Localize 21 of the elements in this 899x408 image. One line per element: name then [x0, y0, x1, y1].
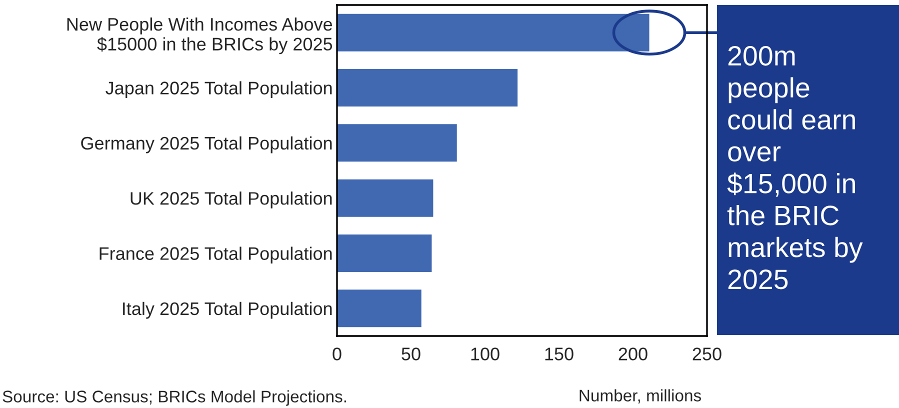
x-tick-label: 250: [692, 348, 722, 360]
y-tick-label: Germany 2025 Total Population: [81, 136, 332, 154]
x-tick-label: 200: [618, 348, 648, 360]
y-tick-label: Italy 2025 Total Population: [123, 302, 332, 319]
source-note: Source: US Census; BRICs Model Projections.: [2, 390, 346, 406]
y-tick-label: New People With Incomes Above $15000 in the BRICs by 2025: [67, 17, 332, 54]
x-tick-label: 100: [471, 348, 500, 360]
x-axis-title: Number, millions: [580, 389, 701, 404]
bar: [337, 234, 432, 272]
y-tick-label: UK 2025 Total Population: [130, 192, 332, 208]
bar: [337, 68, 518, 107]
x-tick-label: 150: [545, 348, 574, 360]
y-tick-label: Japan 2025 Total Population: [106, 81, 332, 98]
x-tick-label: 0: [332, 348, 342, 360]
bar: [337, 179, 434, 217]
bar: [337, 124, 457, 162]
x-tick-label: 50: [402, 348, 420, 360]
y-tick-label: France 2025 Total Population: [100, 246, 332, 264]
text: 200m people could earn over $15,000 in the BRIC markets by 2025: [727, 46, 863, 290]
bar: [337, 14, 650, 52]
bar: [337, 290, 422, 328]
